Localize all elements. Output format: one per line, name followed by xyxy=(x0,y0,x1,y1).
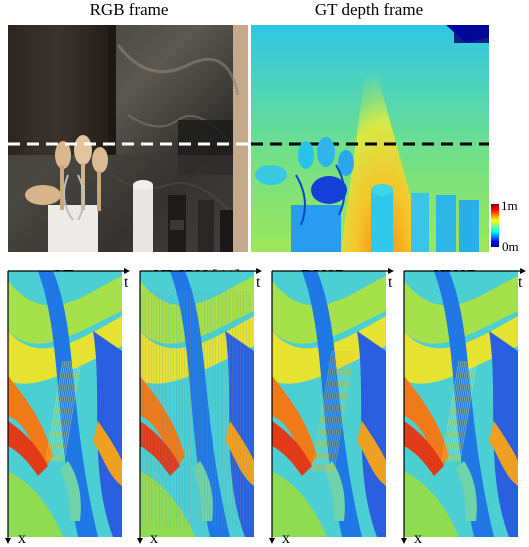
time-axis-label-gt: t xyxy=(124,274,129,291)
depth-colorbar xyxy=(491,204,499,247)
space-axis-label-nlspn: x xyxy=(150,530,158,547)
epi-panel-nlspn xyxy=(132,266,262,544)
gt-depth-frame-title: GT depth frame xyxy=(314,0,424,19)
rgb-frame-title: RGB frame xyxy=(89,0,169,19)
colorbar-min-label: 0m xyxy=(502,239,519,254)
colorbar-max-label: 1m xyxy=(501,198,518,213)
epi-panel-dvsr xyxy=(264,266,394,544)
epi-panel-hvsr xyxy=(396,266,526,544)
gt-depth-frame-image xyxy=(251,25,489,252)
rgb-frame-image xyxy=(8,25,248,252)
space-axis-label-dvsr: x xyxy=(282,530,290,547)
epi-panel-gt xyxy=(0,266,130,544)
time-axis-label-hvsr: t xyxy=(518,274,523,291)
time-axis-label-dvsr: t xyxy=(388,274,393,291)
space-axis-label-gt: x xyxy=(18,530,26,547)
space-axis-label-hvsr: x xyxy=(414,530,422,547)
time-axis-label-nlspn: t xyxy=(256,274,261,291)
